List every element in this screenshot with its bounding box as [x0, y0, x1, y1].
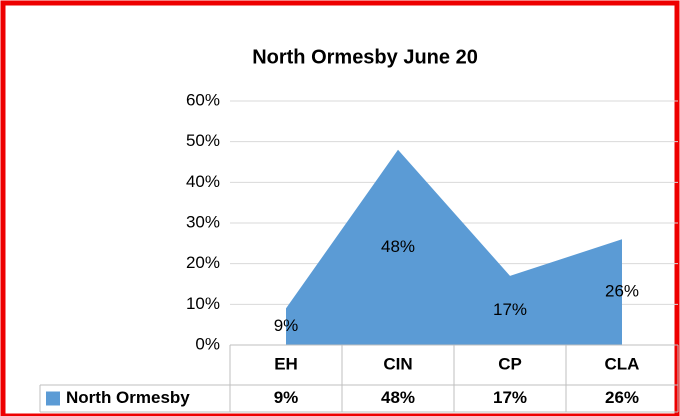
table-value: 17%: [493, 388, 527, 407]
y-tick-label: 20%: [186, 253, 220, 272]
y-tick-label: 60%: [186, 90, 220, 109]
legend-label: North Ormesby: [66, 388, 190, 407]
table-value: 26%: [605, 388, 639, 407]
y-tick-label: 0%: [195, 334, 220, 353]
y-tick-label: 10%: [186, 294, 220, 313]
x-tick-label: CP: [498, 354, 522, 373]
data-label: 17%: [493, 300, 527, 319]
data-label: 9%: [274, 316, 299, 335]
chart-title: North Ormesby June 20: [252, 46, 478, 68]
area: [286, 149, 622, 345]
data-label: 26%: [605, 282, 639, 301]
y-tick-label: 30%: [186, 212, 220, 231]
x-tick-label: CIN: [383, 354, 412, 373]
x-tick-label: EH: [274, 354, 298, 373]
y-tick-label: 40%: [186, 172, 220, 191]
x-tick-label: CLA: [605, 354, 640, 373]
table-value: 9%: [274, 388, 299, 407]
y-tick-label: 50%: [186, 131, 220, 150]
legend-swatch: [46, 391, 60, 406]
table-value: 48%: [381, 388, 415, 407]
data-label: 48%: [381, 237, 415, 256]
